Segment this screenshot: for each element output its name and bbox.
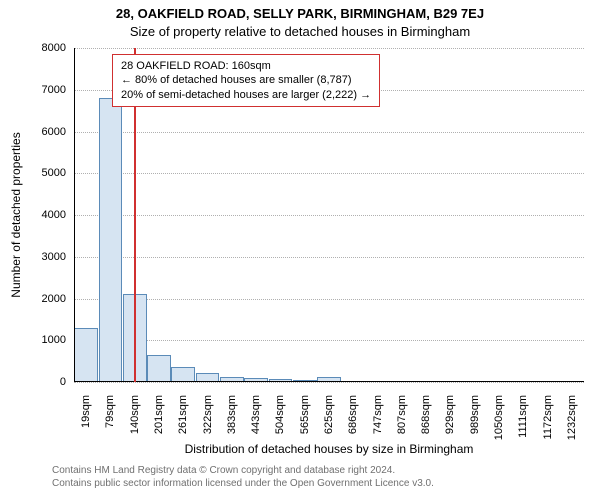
x-tick-label: 1111sqm — [517, 395, 529, 455]
x-tick-label: 625sqm — [323, 395, 335, 455]
x-tick-label: 322sqm — [202, 395, 214, 455]
y-tick-label: 0 — [26, 376, 66, 388]
x-axis-line — [74, 381, 584, 382]
x-tick-label: 79sqm — [104, 395, 116, 455]
x-tick-label: 201sqm — [153, 395, 165, 455]
footer-line-1: Contains HM Land Registry data © Crown c… — [52, 464, 434, 477]
grid-line — [74, 299, 584, 301]
y-tick-label: 1000 — [26, 334, 66, 346]
chart-title-main: 28, OAKFIELD ROAD, SELLY PARK, BIRMINGHA… — [0, 6, 600, 21]
y-tick-label: 6000 — [26, 126, 66, 138]
x-tick-label: 565sqm — [299, 395, 311, 455]
y-axis-title: Number of detached properties — [9, 115, 23, 315]
x-tick-label: 1050sqm — [493, 395, 505, 455]
grid-line — [74, 340, 584, 342]
y-tick-label: 5000 — [26, 167, 66, 179]
grid-line — [74, 48, 584, 50]
x-tick-label: 686sqm — [347, 395, 359, 455]
x-tick-label: 868sqm — [420, 395, 432, 455]
x-tick-label: 504sqm — [274, 395, 286, 455]
grid-line — [74, 215, 584, 217]
y-tick-label: 7000 — [26, 84, 66, 96]
grid-line — [74, 382, 584, 384]
annotation-line-2: ← 80% of detached houses are smaller (8,… — [121, 73, 371, 87]
x-tick-label: 19sqm — [80, 395, 92, 455]
x-tick-label: 747sqm — [372, 395, 384, 455]
histogram-bar — [171, 367, 195, 382]
annotation-line-3: 20% of semi-detached houses are larger (… — [121, 88, 371, 102]
footer-attribution: Contains HM Land Registry data © Crown c… — [52, 464, 434, 490]
histogram-bar — [74, 328, 98, 382]
histogram-bar — [147, 355, 171, 382]
y-tick-label: 4000 — [26, 209, 66, 221]
footer-line-2: Contains public sector information licen… — [52, 477, 434, 490]
grid-line — [74, 173, 584, 175]
grid-line — [74, 132, 584, 134]
x-tick-label: 1172sqm — [542, 395, 554, 455]
annotation-line-1: 28 OAKFIELD ROAD: 160sqm — [121, 59, 371, 73]
chart-title-sub: Size of property relative to detached ho… — [0, 24, 600, 39]
x-tick-label: 929sqm — [444, 395, 456, 455]
chart-container: 28, OAKFIELD ROAD, SELLY PARK, BIRMINGHA… — [0, 0, 600, 500]
x-tick-label: 261sqm — [177, 395, 189, 455]
x-tick-label: 989sqm — [469, 395, 481, 455]
y-axis-line — [74, 48, 75, 382]
x-tick-label: 383sqm — [226, 395, 238, 455]
y-tick-label: 2000 — [26, 293, 66, 305]
y-tick-label: 3000 — [26, 251, 66, 263]
x-tick-label: 1232sqm — [566, 395, 578, 455]
histogram-bar — [99, 98, 123, 382]
y-tick-label: 8000 — [26, 42, 66, 54]
grid-line — [74, 257, 584, 259]
x-tick-label: 140sqm — [129, 395, 141, 455]
annotation-box: 28 OAKFIELD ROAD: 160sqm ← 80% of detach… — [112, 54, 380, 107]
x-tick-label: 443sqm — [250, 395, 262, 455]
x-tick-label: 807sqm — [396, 395, 408, 455]
